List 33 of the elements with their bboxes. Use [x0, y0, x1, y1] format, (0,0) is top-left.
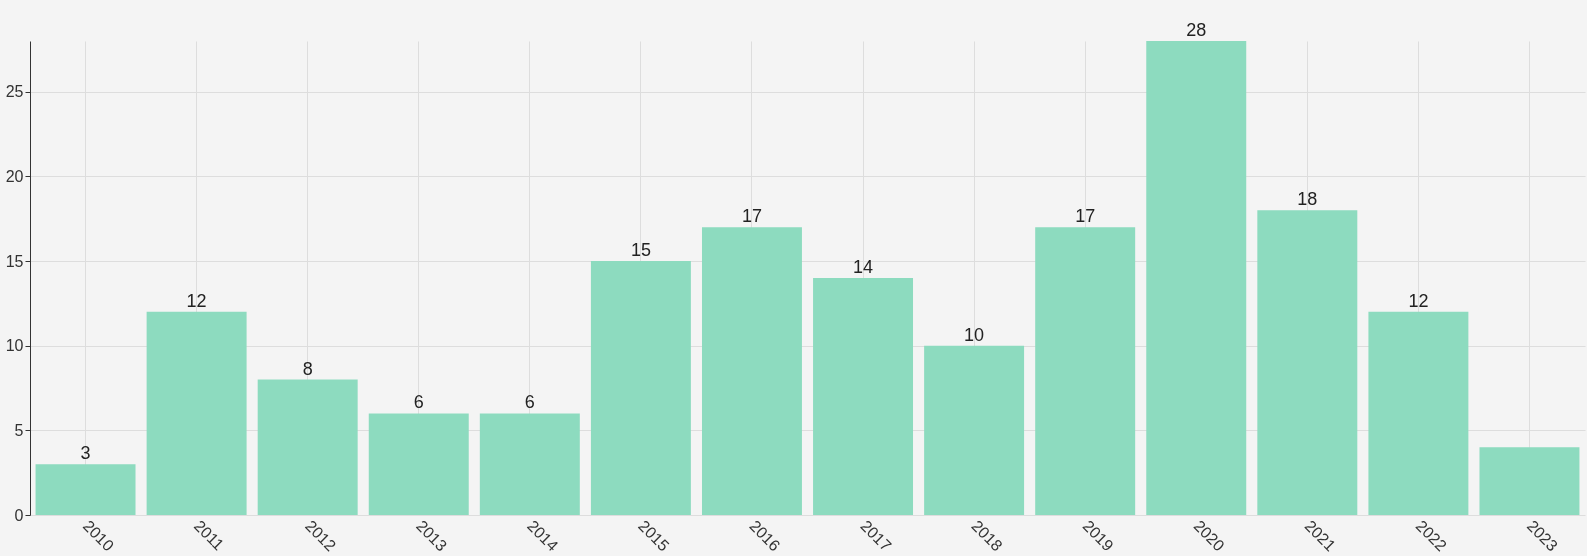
- bar: [813, 278, 914, 515]
- bar: [1146, 41, 1247, 515]
- data-label: 12: [186, 290, 207, 311]
- bar: [257, 379, 358, 515]
- y-tick-label: 5: [14, 421, 24, 439]
- y-tick-label: 20: [5, 167, 24, 185]
- data-label: 3: [80, 443, 91, 464]
- bar: [590, 261, 691, 515]
- bar: [146, 311, 247, 515]
- data-label: 18: [1297, 189, 1318, 210]
- bar: [1479, 447, 1580, 515]
- data-label: 14: [853, 257, 874, 277]
- y-tick-label: 15: [5, 252, 24, 270]
- data-label: 6: [524, 392, 535, 413]
- data-label: 15: [630, 240, 651, 261]
- data-label: 6: [413, 392, 424, 413]
- data-label: 12: [1408, 290, 1429, 311]
- y-tick-label: 25: [5, 83, 24, 101]
- data-label: 8: [302, 358, 313, 379]
- bar: [1257, 210, 1358, 515]
- bar: [924, 345, 1025, 515]
- bar: [1035, 227, 1136, 515]
- bar: [479, 413, 580, 515]
- bar: [701, 227, 802, 515]
- y-tick-label: 10: [5, 337, 24, 355]
- data-label: 10: [964, 324, 985, 345]
- data-label: 28: [1186, 20, 1207, 40]
- data-label: 17: [741, 206, 762, 227]
- y-tick-label: 0: [14, 506, 24, 524]
- bar: [1368, 311, 1469, 515]
- data-label: 17: [1075, 206, 1096, 227]
- bar: [368, 413, 469, 515]
- bar: [35, 464, 136, 515]
